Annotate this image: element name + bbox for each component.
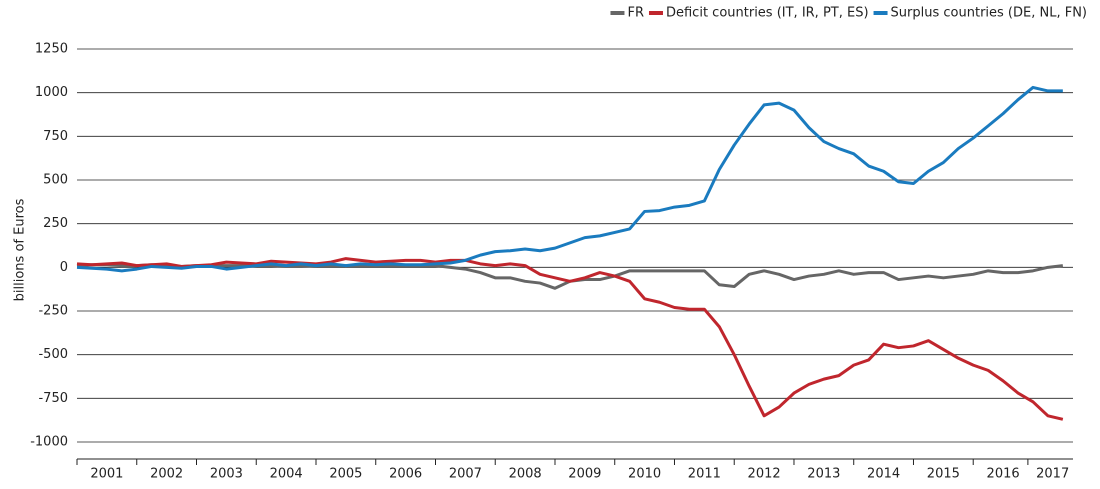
legend-swatch [610,11,625,15]
x-tick-label: 2014 [867,467,900,482]
y-tick-label: 1250 [35,42,68,57]
y-tick-label: 0 [60,260,68,275]
x-tick-label: 2017 [1036,467,1069,482]
x-tick-label: 2004 [270,467,303,482]
y-tick-label: -250 [38,304,68,319]
y-tick-label: 750 [43,129,68,144]
x-tick-label: 2011 [688,467,721,482]
x-tick-label: 2008 [509,467,542,482]
x-tick-label: 2015 [927,467,960,482]
x-tick-label: 2003 [210,467,243,482]
x-tick-label: 2013 [807,467,840,482]
series-line [76,85,1063,273]
legend-swatch [648,11,663,15]
series-line [76,257,1064,421]
y-tick-label: 250 [43,216,68,231]
legend: FR Deficit countries (IT, IR, PT, ES) Surp… [610,6,1087,21]
y-tick-label: -750 [38,391,68,406]
y-tick-label: 500 [43,173,68,188]
x-tick-label: 2016 [987,467,1020,482]
x-tick-label: 2007 [449,467,482,482]
x-tick-label: 2009 [568,467,601,482]
legend-label: Surplus countries (DE, NL, FN) [891,6,1087,21]
x-tick-label: 2006 [389,467,422,482]
legend-label: FR [627,6,644,21]
x-tick-label: 2001 [90,467,123,482]
legend-label: Deficit countries (IT, IR, PT, ES) [666,6,869,21]
y-axis-label: billions of Euros [13,198,28,301]
x-tick-label: 2010 [628,467,661,482]
y-tick-label: 1000 [35,85,68,100]
x-tick-label: 2012 [748,467,781,482]
y-tick-label: -1000 [30,435,68,450]
x-tick-label: 2002 [150,467,183,482]
x-tick-label: 2005 [329,467,362,482]
legend-swatch [873,11,888,15]
y-tick-label: -500 [38,347,68,362]
